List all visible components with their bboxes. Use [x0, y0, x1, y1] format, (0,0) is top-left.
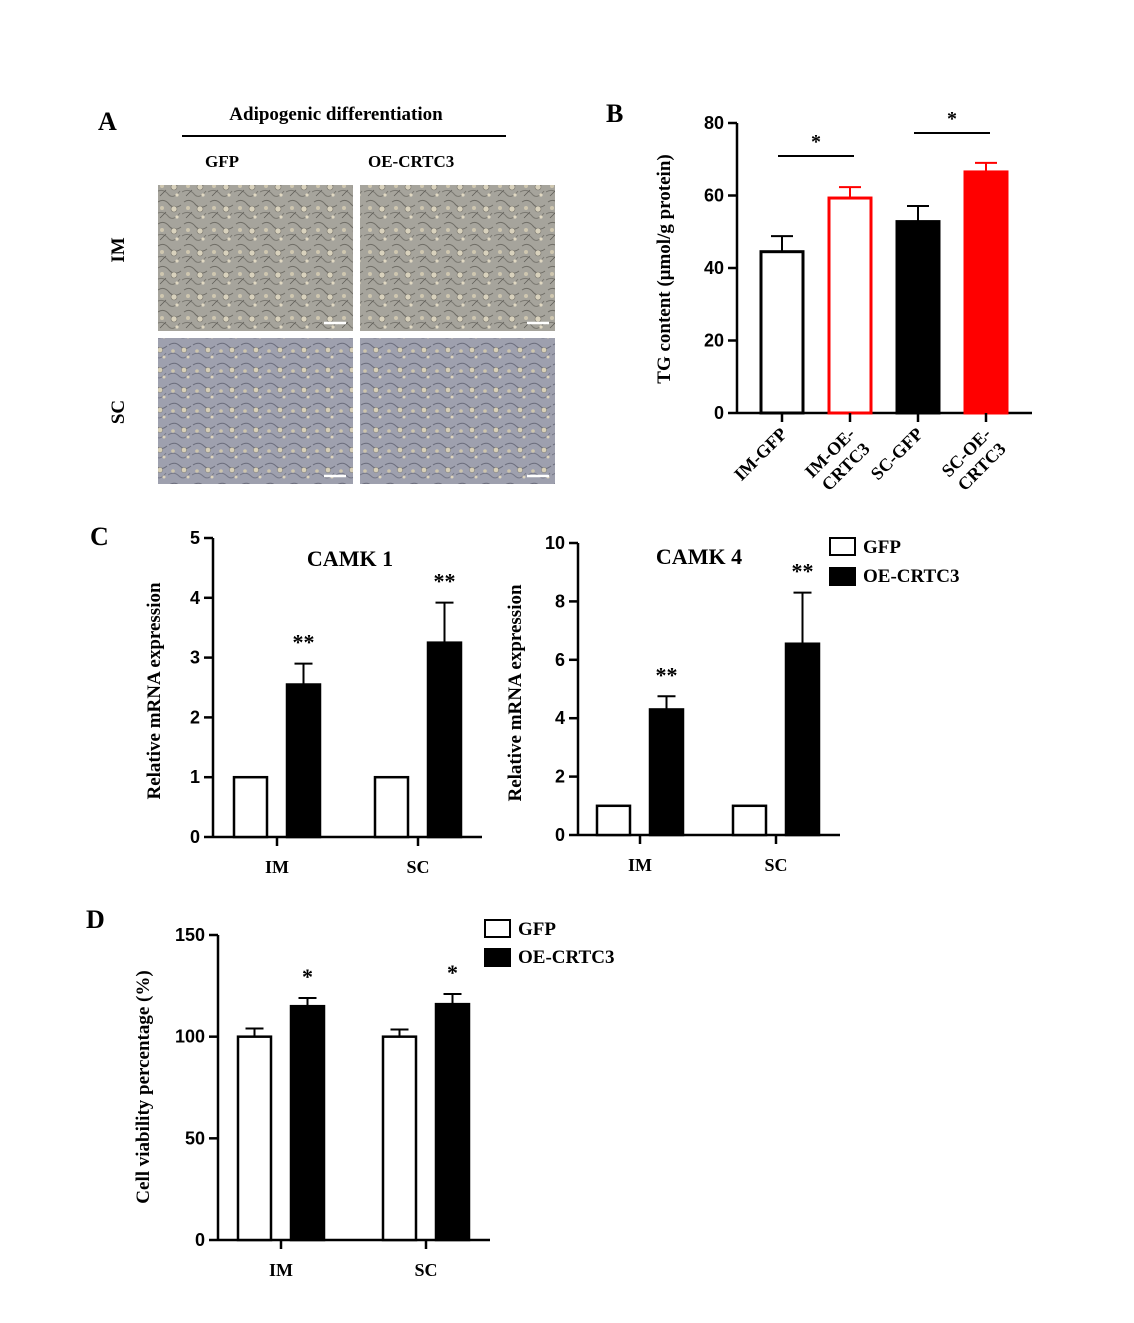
x-tick-label: SC-OE-CRTC3 [938, 424, 1010, 496]
panel-a: A Adipogenic differentiation GFP OE-CRTC… [98, 104, 555, 484]
x-tick-label: IM [269, 1260, 293, 1280]
x-tick-label: SC [764, 855, 787, 875]
micrograph-im-oe-crtc3 [360, 185, 555, 331]
bar-oe-crtc3 [289, 1004, 326, 1242]
column-label-oe-crtc3: OE-CRTC3 [368, 152, 454, 171]
chart-title: CAMK 4 [656, 544, 742, 569]
bar-oe-crtc3 [285, 683, 322, 839]
row-label-sc: SC [108, 400, 129, 424]
chart-d: 0 50 100 150 IM * SC * [175, 925, 490, 1280]
bar-gfp [232, 775, 269, 839]
y-tick-label: 6 [555, 650, 565, 670]
y-tick-label: 4 [555, 708, 565, 728]
significance-marker: ** [792, 559, 814, 584]
y-tick-label: 0 [714, 403, 724, 423]
significance-marker: * [302, 964, 313, 989]
y-tick-label: 60 [704, 186, 724, 206]
x-tick-label: IM-OE-CRTC3 [801, 424, 874, 497]
bar-gfp [381, 1035, 418, 1242]
y-tick-label: 5 [190, 528, 200, 548]
y-tick-label: 50 [185, 1128, 205, 1148]
y-tick-label: 150 [175, 925, 205, 945]
bar-gfp [236, 1035, 273, 1242]
x-tick-label: SC [414, 1260, 437, 1280]
bar-oe-crtc3 [648, 708, 685, 837]
y-axis-label: Cell viability percentage (%) [133, 970, 154, 1203]
y-tick-label: 3 [190, 648, 200, 668]
bar-gfp [595, 804, 632, 837]
y-tick-label: 10 [545, 533, 565, 553]
legend-d: GFP OE-CRTC3 [484, 919, 614, 968]
x-tick-label: IM [265, 857, 289, 877]
bar-oe-crtc3 [784, 642, 821, 837]
x-tick-label: SC-GFP [867, 424, 927, 484]
y-tick-label: 4 [190, 588, 200, 608]
y-tick-label: 80 [704, 113, 724, 133]
x-tick-label-line: SC-GFP [867, 424, 927, 484]
y-tick-label: 2 [555, 767, 565, 787]
y-tick-label: 8 [555, 591, 565, 611]
chart-c2: 0 2 4 6 8 10 IM ** SC ** [545, 533, 840, 875]
significance-marker: ** [434, 569, 456, 594]
y-axis-label: Relative mRNA expression [505, 584, 526, 802]
panel-d: D Cell viability percentage (%) 0 50 100 15… [86, 905, 614, 1280]
chart-title: CAMK 1 [307, 546, 393, 571]
micrograph-im-gfp [158, 185, 353, 331]
legend-label-gfp: GFP [863, 537, 901, 558]
legend-label-gfp: GFP [518, 919, 556, 940]
legend-swatch-oe-crtc3 [484, 948, 511, 967]
bar [963, 170, 1009, 415]
panel-c: C Relative mRNA expression CAMK 1 0 1 2 3 4 5… [90, 522, 959, 877]
bar-oe-crtc3 [426, 641, 463, 839]
y-tick-label: 0 [555, 825, 565, 845]
legend-label-oe-crtc3: OE-CRTC3 [863, 566, 959, 587]
micrograph-sc-gfp [158, 338, 353, 484]
column-label-gfp: GFP [205, 152, 239, 171]
y-tick-label: 0 [190, 827, 200, 847]
significance-marker: * [811, 131, 821, 153]
panel-label-a: A [98, 107, 117, 136]
legend-c: GFP OE-CRTC3 [829, 537, 959, 587]
legend-label-oe-crtc3: OE-CRTC3 [518, 947, 614, 968]
y-axis-label: TG content (μmol/g protein) [654, 154, 675, 383]
panel-a-header: Adipogenic differentiation [229, 104, 443, 125]
bar [895, 220, 941, 415]
row-label-im: IM [108, 237, 129, 262]
y-tick-label: 2 [190, 707, 200, 727]
y-tick-label: 40 [704, 258, 724, 278]
significance-marker: * [447, 960, 458, 985]
x-tick-label: IM [628, 855, 652, 875]
bar-gfp [731, 804, 768, 837]
panel-label-d: D [86, 905, 105, 934]
significance-marker: ** [656, 662, 678, 687]
significance-marker: ** [293, 630, 315, 655]
micrograph-sc-oe-crtc3 [360, 338, 555, 484]
panel-label-c: C [90, 522, 109, 551]
bar-gfp [373, 775, 410, 839]
legend-swatch-gfp [829, 537, 856, 556]
y-tick-label: 20 [704, 331, 724, 351]
y-tick-label: 1 [190, 767, 200, 787]
bar [759, 250, 805, 415]
significance-marker: * [947, 108, 957, 130]
x-tick-label-line: IM-GFP [730, 424, 791, 485]
legend-swatch-gfp [484, 919, 511, 938]
y-axis-label: Relative mRNA expression [144, 582, 165, 800]
panel-label-b: B [606, 99, 623, 128]
y-tick-label: 0 [195, 1230, 205, 1250]
y-tick-label: 100 [175, 1027, 205, 1047]
chart-c1: 0 1 2 3 4 5 IM ** SC ** [190, 528, 482, 877]
bar [827, 196, 873, 415]
x-tick-label: SC [406, 857, 429, 877]
panel-b: B TG content (μmol/g protein) 0 20 40 60 80 I… [606, 99, 1032, 497]
bar-oe-crtc3 [434, 1002, 471, 1242]
x-tick-label: IM-GFP [730, 424, 791, 485]
legend-swatch-oe-crtc3 [829, 567, 856, 586]
